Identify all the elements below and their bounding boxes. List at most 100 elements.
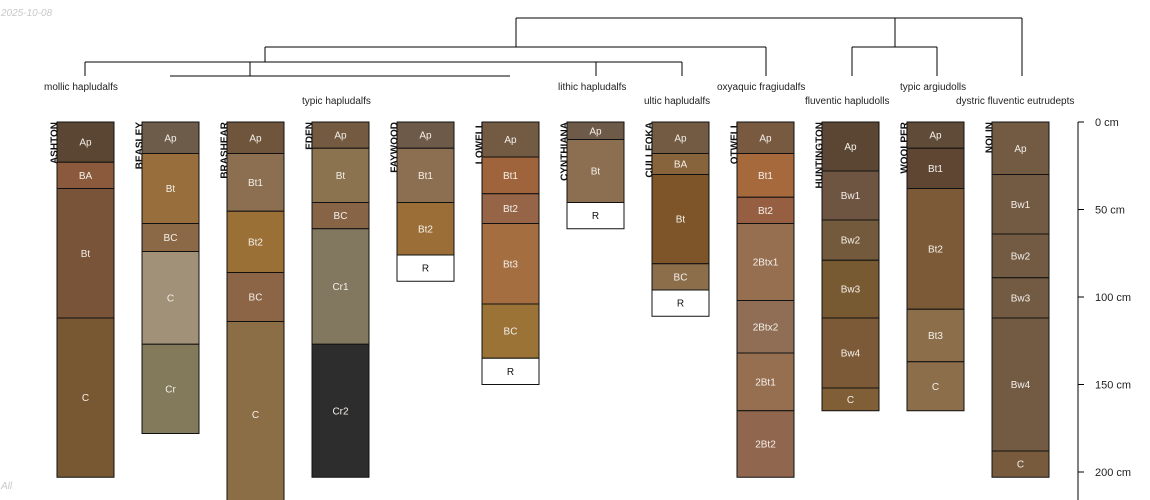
horizon-label: Ap [79,138,92,149]
horizon-label: Bt1 [928,164,943,175]
horizon-label: C [252,410,259,421]
taxonomy-label: oxyaquic fragiudalfs [717,82,805,93]
horizon-label: R [592,211,599,222]
horizon-eden-cr2 [311,343,370,478]
profile-brashear: Ap Bt1 Bt2 BC C BRASHEAR [219,121,285,500]
horizon-label: R [422,264,429,275]
profile-name: OTWELL [729,122,740,164]
horizon-brashear-c [226,321,285,500]
horizon-culleoka-r [651,289,710,317]
horizon-label: 2Btx1 [753,258,779,269]
horizon-label: Ap [589,126,602,137]
depth-tick-label: 150 cm [1095,380,1131,392]
profile-cynthiana: Ap Bt R CYNTHIANA [559,121,625,230]
taxonomy-label: typic hapludalfs [302,96,371,107]
horizon-label: Bt2 [418,224,433,235]
horizon-huntington-bw2 [821,219,880,261]
horizon-huntington-bw1 [821,170,880,221]
horizon-label: Bw3 [1011,293,1031,304]
horizon-nolin-bw1 [991,174,1050,235]
profile-culleoka: Ap BA Bt BC R CULLEOKA [644,121,710,317]
profile-name: WOOLPER [899,121,910,173]
horizon-label: R [507,367,514,378]
footer-note: All [1,481,13,492]
horizon-eden-ap [311,121,370,149]
horizon-huntington-c [821,387,880,412]
horizon-ashton-ba [56,161,115,189]
profile-eden: Ap Bt BC Cr1 Cr2 EDEN [304,121,370,478]
horizon-label: Bw4 [1011,380,1031,391]
profile-woolper: Ap Bt1 Bt2 Bt3 C WOOLPER [899,121,965,412]
horizon-label: Cr2 [332,406,349,417]
horizon-culleoka-bc [651,263,710,291]
profile-faywood: Ap Bt1 Bt2 R FAYWOOD [389,121,455,282]
horizon-lowell-bt3 [481,223,540,305]
horizon-label: 2Bt2 [755,440,776,451]
dendrogram [84,17,1023,77]
horizon-label: Bt1 [503,171,518,182]
horizon-label: BC [249,293,263,304]
horizon-ashton-bt [56,188,115,319]
horizon-label: C [167,293,174,304]
horizon-label: Bt2 [503,204,518,215]
taxonomy-labels: mollic hapludalfs typic hapludalfs lithic … [44,82,1074,107]
profile-name: ASHTON [49,122,60,164]
depth-tick-label: 200 cm [1095,467,1131,479]
horizon-eden-cr1 [311,228,370,345]
horizon-label: C [82,393,89,404]
horizon-label: Bt1 [418,171,433,182]
horizon-label: Bt3 [503,259,518,270]
horizon-label: Bt [591,167,601,178]
horizon-lowell-ap [481,121,540,158]
horizon-label: Bt [676,215,686,226]
horizon-label: C [932,382,939,393]
horizon-label: Bw2 [841,236,861,247]
taxonomy-label: ultic hapludalfs [644,96,710,107]
horizon-cynthiana-r [566,202,625,230]
taxonomy-label: mollic hapludalfs [44,82,118,93]
depth-tick-label: 0 cm [1095,117,1119,129]
profile-name: HUNTINGTON [814,122,825,188]
horizon-label: BC [334,211,348,222]
horizon-lowell-bt1 [481,156,540,195]
horizon-label: C [1017,460,1024,471]
horizon-label: Bt [166,184,176,195]
horizon-nolin-bw3 [991,277,1050,319]
horizon-label: Bt2 [928,244,943,255]
horizon-faywood-bt2 [396,202,455,256]
horizon-label: Ap [759,133,772,144]
profile-name: FAYWOOD [389,122,400,173]
taxonomy-label: dystric fluventic eutrudepts [956,96,1074,107]
depth-tick-label: 100 cm [1095,292,1131,304]
horizon-label: Cr [165,384,176,395]
horizon-label: 2Btx2 [753,322,779,333]
profile-huntington: Ap Bw1 Bw2 Bw3 Bw4 C HUNTINGTON [814,121,880,412]
profile-ashton: Ap BA Bt C ASHTON [49,121,115,478]
horizon-otwell-ap [736,121,795,154]
horizon-lowell-r [481,357,540,385]
horizon-label: Bw1 [1011,200,1031,211]
horizon-brashear-bc [226,272,285,322]
horizon-beasley-c [141,251,200,345]
horizon-label: Cr1 [332,282,349,293]
horizon-label: Bw2 [1011,251,1031,262]
horizon-label: Bt1 [758,171,773,182]
horizon-eden-bt [311,147,370,203]
depth-axis: 0 cm 50 cm 100 cm 150 cm 200 cm [1077,117,1131,500]
horizon-culleoka-bt [651,174,710,265]
horizon-nolin-c [991,450,1050,478]
horizon-label: Ap [1014,144,1027,155]
profile-name: BRASHEAR [219,121,230,178]
horizon-otwell-bt2 [736,196,795,224]
profiles: Ap BA Bt C ASHTON Ap Bt BC C Cr BEASLEY Ap Bt1 Bt2 BC C… [49,121,1050,500]
horizon-brashear-bt2 [226,210,285,273]
horizon-beasley-ap [141,121,200,154]
depth-tick-label: 50 cm [1095,205,1125,217]
horizon-label: 2Bt1 [755,377,776,388]
horizon-label: Ap [674,133,687,144]
horizon-label: BC [164,233,178,244]
profile-beasley: Ap Bt BC C Cr BEASLEY [134,121,200,434]
horizon-label: Ap [419,131,432,142]
horizon-woolper-bt1 [906,147,965,189]
